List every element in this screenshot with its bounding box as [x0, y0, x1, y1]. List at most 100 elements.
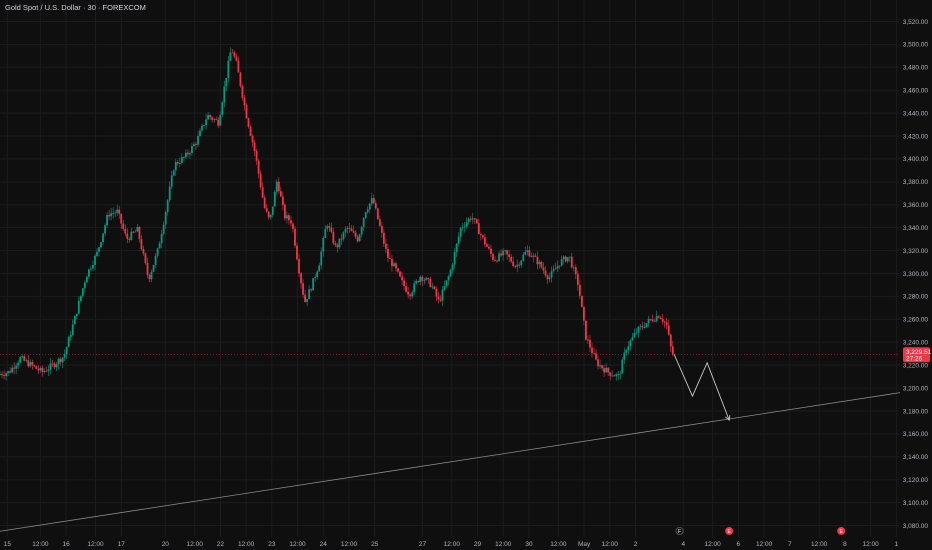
candle-body	[189, 153, 191, 155]
candle-body	[312, 278, 315, 291]
candle-body	[667, 325, 670, 335]
candle-body	[629, 340, 632, 347]
projection-arrowhead	[725, 415, 731, 422]
candle-body	[279, 191, 282, 197]
candle-body	[409, 294, 412, 297]
candle-body	[506, 250, 509, 255]
candle-body	[449, 269, 452, 277]
candle-body	[61, 357, 64, 363]
grid-lines	[0, 0, 900, 537]
candle-body	[249, 126, 252, 136]
candle-body	[576, 274, 579, 285]
candle-body	[512, 261, 515, 266]
price-tick-label: 3,080.00	[903, 523, 929, 530]
projection-path[interactable]	[673, 354, 731, 422]
time-tick-label: 8	[843, 541, 847, 548]
candle-body	[556, 265, 559, 269]
candle-body	[233, 52, 236, 57]
candle-body	[451, 264, 454, 270]
candle-body	[120, 213, 123, 224]
candle-body	[510, 256, 513, 262]
candle-body	[3, 375, 5, 377]
candle-body	[397, 268, 399, 272]
candle-body	[144, 253, 147, 264]
price-tick-label: 3,140.00	[903, 454, 929, 461]
current-price-badge-bg	[903, 347, 930, 363]
candle-body	[320, 251, 323, 266]
candle-body	[344, 229, 347, 233]
candle-body	[225, 77, 228, 87]
candle-body	[578, 284, 581, 296]
candle-body	[429, 279, 432, 288]
trend-line[interactable]	[0, 392, 901, 532]
candle-body	[57, 358, 60, 365]
candle-body	[5, 373, 7, 376]
time-tick-label: 12:00	[495, 541, 512, 548]
candle-body	[597, 359, 599, 367]
candle-body	[186, 152, 189, 155]
candle-body	[314, 277, 317, 279]
time-tick-label: 12:00	[187, 541, 204, 548]
price-axis[interactable]: 3,520.00 3,500.00 3,480.00 3,460.00 3,440.00…	[903, 19, 929, 530]
candle-body	[290, 220, 292, 224]
candle-body	[441, 289, 444, 301]
candle-body	[661, 318, 664, 322]
price-tick-label: 3,120.00	[903, 477, 929, 484]
candle-body	[302, 283, 304, 295]
candle-body	[94, 255, 96, 266]
candle-body	[63, 354, 66, 358]
price-tick-label: 3,180.00	[903, 408, 929, 415]
candle-body	[552, 269, 555, 272]
candle-body	[599, 365, 601, 367]
candle-body	[623, 352, 626, 360]
candle-body	[65, 347, 68, 355]
candle-body	[498, 253, 500, 262]
candle-body	[447, 276, 450, 281]
candle-body	[164, 212, 167, 225]
price-tick-label: 3,220.00	[903, 362, 929, 369]
candle-body	[207, 115, 210, 120]
time-axis[interactable]: 15 12:00 16 12:00 17 20 12:00 22 12:00 23 12:00 24 1…	[4, 541, 899, 548]
candle-body	[520, 260, 523, 266]
time-tick-label: 12:00	[341, 541, 358, 548]
candle-body	[156, 248, 159, 256]
candle-body	[585, 320, 587, 340]
candle-body	[542, 267, 545, 271]
candle-body	[514, 265, 517, 267]
candle-body	[411, 292, 414, 297]
projection-line	[673, 354, 730, 421]
candle-body	[215, 119, 218, 120]
candle-body	[382, 232, 385, 244]
candle-body	[33, 365, 36, 367]
candle-body	[29, 362, 32, 367]
candle-body	[356, 236, 359, 242]
time-tick-label: 2	[634, 541, 638, 548]
candle-body	[118, 209, 121, 214]
candle-body	[148, 274, 151, 280]
candle-body	[15, 365, 18, 369]
candle-body	[281, 196, 284, 205]
economic-event-label: F	[678, 529, 681, 535]
candle-body	[27, 360, 30, 367]
time-tick-label: 30	[525, 541, 533, 548]
candle-body	[591, 347, 593, 354]
candle-body	[550, 271, 553, 278]
candle-body	[67, 337, 70, 348]
candle-body	[526, 250, 529, 253]
candle-body	[304, 294, 306, 302]
candle-body	[524, 252, 527, 255]
candle-body	[370, 198, 373, 204]
candle-body	[17, 362, 20, 366]
candle-body	[154, 255, 157, 265]
candle-body	[587, 339, 589, 341]
candle-body	[619, 373, 622, 375]
candle-body	[582, 307, 585, 321]
candle-body	[285, 215, 288, 219]
candle-body	[182, 157, 185, 158]
candle-body	[492, 253, 494, 260]
candle-body	[326, 226, 329, 229]
candle-body	[574, 267, 577, 275]
candle-body	[627, 346, 630, 351]
